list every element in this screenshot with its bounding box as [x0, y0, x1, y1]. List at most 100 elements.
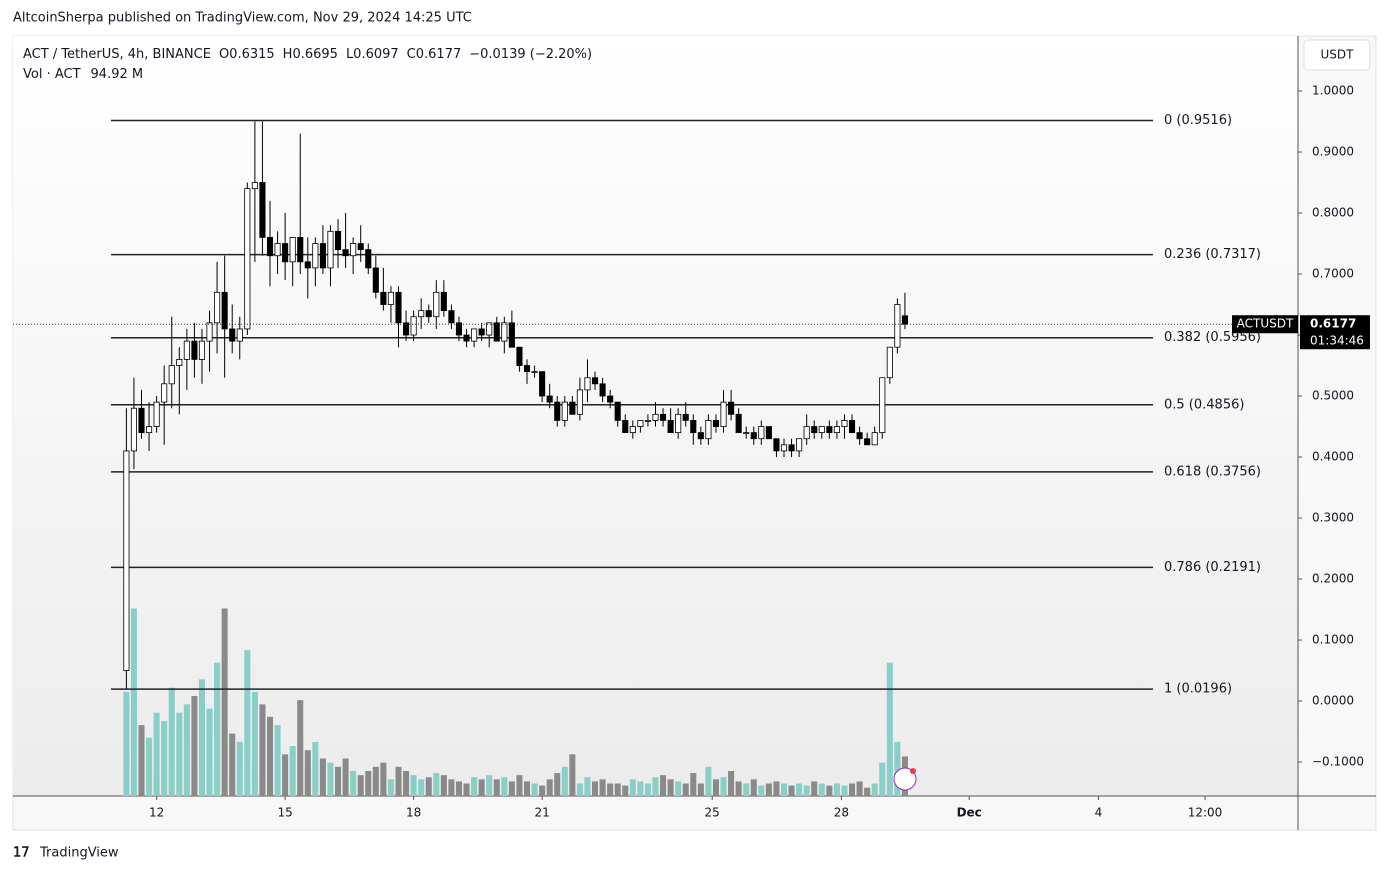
x-tick-label: 4 [1095, 806, 1103, 820]
candle-body [584, 377, 591, 391]
candle-body [236, 328, 243, 342]
candle-body [259, 182, 266, 238]
volume-bar [297, 700, 304, 796]
currency-button[interactable] [1303, 39, 1371, 71]
candle-body [750, 432, 757, 440]
volume-bar [712, 779, 719, 796]
candle-body [675, 413, 682, 434]
volume-info: Vol · ACT 94.92 M [23, 67, 143, 82]
candle-body [886, 346, 893, 379]
footer-logo[interactable]: 𝟣𝟩 [13, 846, 30, 861]
candle-body [471, 328, 478, 342]
candle-body [796, 438, 803, 452]
volume-bar [403, 771, 410, 796]
candle-body [690, 420, 697, 434]
volume-bar [539, 785, 546, 796]
volume-bar [720, 777, 727, 796]
candle-body [327, 230, 334, 269]
volume-bar [221, 608, 228, 796]
volume-bar [569, 754, 576, 796]
candle-body [773, 438, 780, 452]
volume-bar [561, 766, 568, 796]
volume-bar [508, 781, 515, 796]
candle-body [697, 432, 704, 440]
candle-body [357, 243, 364, 251]
y-tick-label: −0.1000 [1312, 755, 1364, 769]
volume-bar [418, 779, 425, 796]
candle-body [191, 340, 198, 360]
candle-body [780, 444, 788, 452]
candle-body [425, 310, 432, 318]
candle-body [123, 450, 130, 671]
volume-bar [319, 758, 326, 796]
candle-body [312, 243, 319, 269]
candle-body [266, 237, 274, 257]
candle-body [319, 243, 326, 269]
candle-body [433, 291, 440, 318]
y-tick-label: 0.4000 [1312, 450, 1354, 464]
volume-bar [886, 662, 893, 796]
candle-body [153, 401, 160, 427]
volume-bar [750, 779, 757, 796]
events-icon[interactable] [893, 767, 917, 791]
volume-bar [425, 777, 432, 796]
candle-body [720, 401, 727, 427]
volume-bar [244, 650, 251, 796]
y-tick-label: 0.9000 [1312, 145, 1354, 159]
volume-bar [735, 781, 742, 796]
volume-bar [788, 785, 795, 796]
volume-bar [312, 741, 319, 796]
volume-bar [380, 762, 387, 796]
footer-brand[interactable]: TradingView [39, 846, 119, 861]
candle-body [569, 401, 576, 415]
candle-body [599, 383, 606, 397]
volume-bar [856, 781, 863, 796]
volume-bar [592, 781, 599, 796]
candle-body [478, 328, 485, 336]
volume-bar [531, 783, 538, 796]
candle-body [629, 426, 636, 434]
candle-body [387, 291, 394, 305]
volume-bar [501, 777, 508, 796]
candle-body [501, 322, 508, 342]
candle-body [841, 420, 848, 427]
volume-bar [622, 785, 629, 796]
volume-bar [894, 741, 901, 796]
candle-body [660, 413, 667, 421]
fib-label: 0 (0.9516) [1164, 113, 1232, 128]
volume-bar [183, 704, 190, 796]
candle-body [712, 420, 720, 427]
candle-body [644, 420, 651, 422]
candle-body [637, 420, 644, 427]
candle-body [342, 249, 349, 257]
fib-label: 0.236 (0.7317) [1164, 247, 1261, 262]
volume-bar [516, 775, 523, 796]
volume-bar [637, 781, 644, 796]
volume-bar [780, 783, 788, 796]
volume-bar [198, 679, 205, 796]
volume-bar [728, 771, 735, 796]
volume-bar [455, 781, 462, 796]
symbol-info: ACT / TetherUS, 4h, BINANCE O0.6315 H0.669… [23, 47, 592, 62]
x-tick-label: 15 [277, 806, 292, 820]
candle-body [198, 340, 206, 360]
candle-body [554, 401, 561, 421]
candle-body [652, 413, 659, 421]
volume-bar [395, 766, 402, 796]
currency[interactable]: USDT [1321, 48, 1355, 62]
candle-body [682, 413, 689, 421]
candle-body [848, 420, 856, 434]
candle-body [206, 322, 213, 342]
candle-body [894, 304, 901, 348]
x-tick-label: 12 [149, 806, 164, 820]
price-tag [1300, 315, 1370, 350]
volume-bar [652, 777, 659, 796]
candle-body [758, 426, 765, 440]
volume-bar [546, 779, 553, 796]
volume-bar [811, 781, 818, 796]
volume-bar [463, 783, 470, 796]
candle-body [811, 426, 818, 434]
volume-bar [796, 783, 803, 796]
candle-body [622, 420, 629, 434]
